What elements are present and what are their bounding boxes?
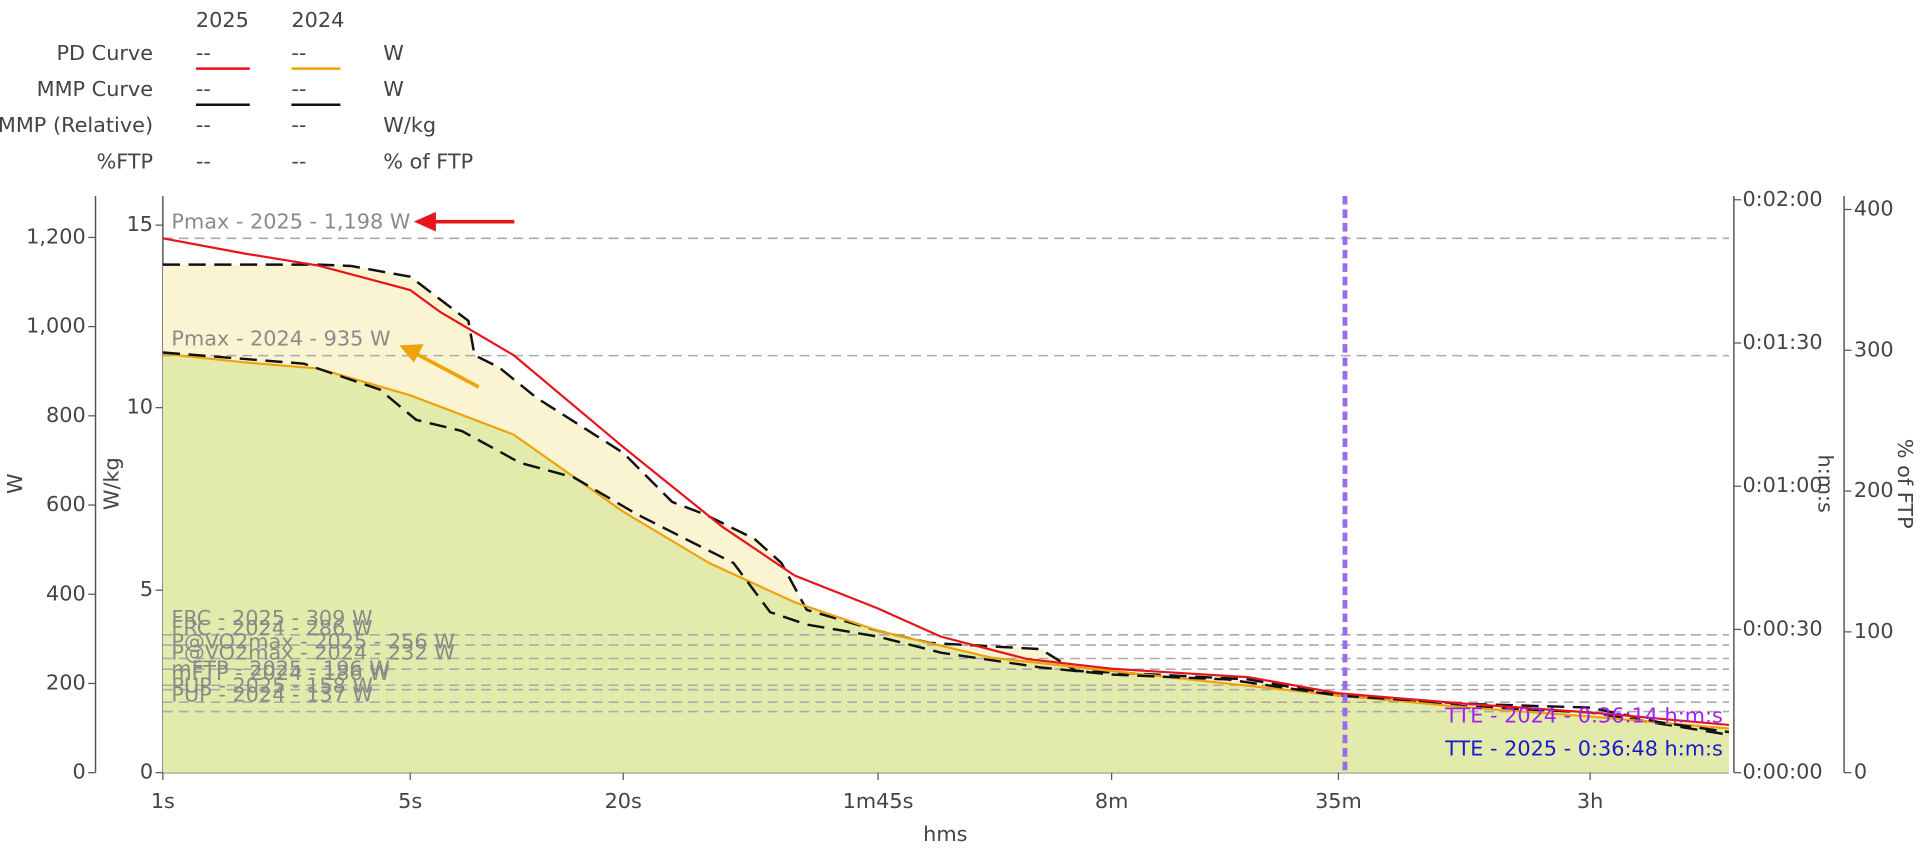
- arrow-red: [413, 211, 515, 232]
- reference-label: PUP - 2024 - 137 W: [171, 683, 373, 707]
- y-tick-label: 400: [46, 581, 86, 605]
- reference-label: mFTP - 2025 - 196 W: [171, 656, 389, 680]
- x-tick-label: 5s: [398, 789, 422, 813]
- legend-value: --: [196, 149, 211, 173]
- legend-value: --: [291, 149, 306, 173]
- x-tick-label: 3h: [1577, 789, 1603, 813]
- y-tick-label: 0: [72, 760, 85, 784]
- reference-label: FRC - 2025 - 309 W: [171, 606, 372, 630]
- legend-value: --: [196, 41, 211, 65]
- y2-axis-title: W/kg: [100, 457, 124, 510]
- y-tick-label: 200: [46, 670, 86, 694]
- x-tick-label: 1s: [151, 789, 175, 813]
- legend-unit: % of FTP: [383, 149, 473, 173]
- plot: Pmax - 2025 - 1,198 W Pmax - 2024 - 935 W…: [162, 195, 1730, 773]
- y3-tick-label: 0:01:30: [1742, 330, 1822, 354]
- legend-label: MMP (Relative): [0, 113, 153, 137]
- y3-tick-label: 0:00:30: [1742, 616, 1822, 640]
- y2-tick-label: 10: [127, 395, 153, 419]
- x-tick-label: 20s: [605, 789, 642, 813]
- x-axis-title: hms: [923, 822, 967, 846]
- area: [162, 353, 1729, 773]
- reference-label: P@VO2max - 2024 - 232 W: [171, 640, 454, 664]
- series-line: [162, 263, 1730, 736]
- y4-tick-label: 100: [1854, 619, 1894, 643]
- x-tick-label: 35m: [1315, 789, 1362, 813]
- y2-tick-label: 15: [127, 212, 153, 236]
- y4-tick-label: 0: [1854, 760, 1867, 784]
- y-tick-label: 600: [46, 492, 86, 516]
- y4-tick-label: 400: [1854, 196, 1894, 220]
- y-axis-title: W: [3, 473, 27, 494]
- legend-value: --: [291, 113, 306, 137]
- y3-axis-title: h:m:s: [1813, 455, 1837, 513]
- tte-label: TTE - 2024 - 0:36:14 h:m:s: [1444, 703, 1723, 727]
- arrow-orange: [399, 344, 480, 389]
- y3-tick-label: 0:00:00: [1742, 760, 1822, 784]
- series-line: [162, 351, 1730, 734]
- series-line: [162, 352, 1730, 730]
- legend-unit: W: [383, 77, 404, 101]
- y2-tick-label: 0: [140, 760, 153, 784]
- legend-value: --: [196, 113, 211, 137]
- legend-column: 2024: [291, 8, 344, 32]
- tte-label: TTE - 2025 - 0:36:48 h:m:s: [1444, 736, 1723, 760]
- y-tick-label: 1,000: [26, 314, 86, 338]
- reference-label: FRC - 2024 - 286 W: [171, 616, 372, 640]
- x-tick-label: 8m: [1095, 789, 1129, 813]
- legend-unit: W/kg: [383, 113, 436, 137]
- y4-tick-label: 200: [1854, 478, 1894, 502]
- series-line: [162, 237, 1730, 727]
- legend-label: MMP Curve: [37, 77, 153, 101]
- y3-tick-label: 0:02:00: [1742, 187, 1822, 211]
- legend-value: --: [291, 77, 306, 101]
- legend-value: --: [291, 41, 306, 65]
- legend-value: --: [196, 77, 211, 101]
- y2-tick-label: 5: [140, 577, 153, 601]
- reference-label: Pmax - 2024 - 935 W: [171, 327, 390, 351]
- y3-tick-label: 0:01:00: [1742, 473, 1822, 497]
- reference-label: Pmax - 2025 - 1,198 W: [171, 209, 410, 233]
- y-tick-label: 1,200: [26, 224, 86, 248]
- legend-unit: W: [383, 41, 404, 65]
- y4-tick-label: 300: [1854, 337, 1894, 361]
- y4-axis-title: % of FTP: [1893, 439, 1917, 529]
- legend-label: PD Curve: [57, 41, 154, 65]
- reference-label: P@VO2max - 2025 - 256 W: [171, 630, 454, 654]
- reference-label: mFTP - 2024 - 186 W: [171, 661, 389, 685]
- y-tick-label: 800: [46, 403, 86, 427]
- reference-label: PUP - 2025 - 158 W: [171, 673, 373, 697]
- legend-column: 2025: [196, 8, 249, 32]
- legend-label: %FTP: [96, 149, 153, 173]
- x-tick-label: 1m45s: [843, 789, 914, 813]
